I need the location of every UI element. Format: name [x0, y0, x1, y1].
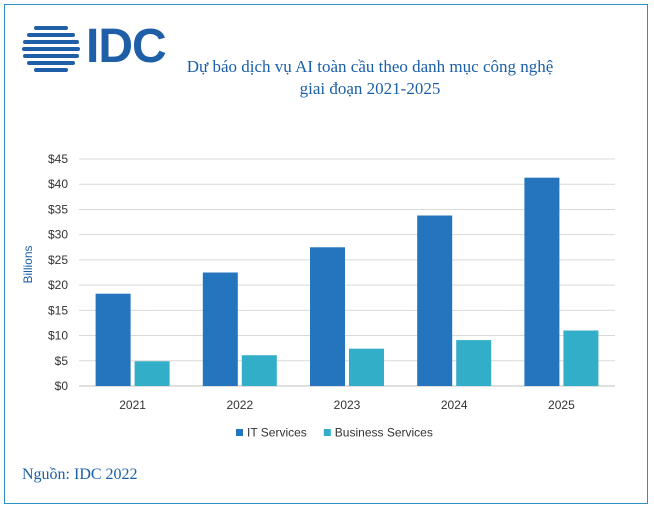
- title-line-1: Dự báo dịch vụ AI toàn cầu theo danh mục…: [186, 57, 554, 76]
- bar-business-services: [134, 361, 170, 386]
- legend-swatch: [236, 429, 243, 436]
- bar-business-services: [349, 348, 384, 386]
- bar-it-services: [417, 215, 453, 386]
- globe-stripes-icon: [22, 26, 80, 72]
- legend-label: IT Services: [247, 426, 307, 440]
- y-tick-label: $0: [55, 379, 69, 393]
- y-tick-label: $45: [48, 152, 68, 166]
- bar-it-services: [95, 293, 131, 386]
- y-tick-label: $35: [48, 202, 68, 216]
- legend-swatch: [323, 429, 331, 436]
- legend-label: Business Services: [335, 426, 433, 440]
- y-tick-label: $20: [48, 278, 68, 292]
- y-tick-label: $25: [48, 253, 68, 267]
- y-tick-label: $10: [48, 329, 68, 343]
- y-tick-label: $40: [48, 177, 68, 191]
- logo-text: IDC: [86, 20, 167, 73]
- y-tick-label: $15: [48, 303, 68, 317]
- bar-it-services: [310, 247, 345, 386]
- y-axis-title: Billions: [21, 245, 35, 283]
- idc-logo: IDC: [20, 22, 167, 72]
- y-tick-label: $5: [55, 354, 69, 368]
- source-note: Nguồn: IDC 2022: [22, 466, 138, 483]
- chart-title: Dự báo dịch vụ AI toàn cầu theo danh mục…: [160, 56, 580, 100]
- bar-business-services: [241, 355, 277, 386]
- bar-business-services: [456, 340, 492, 386]
- title-line-2: giai đoạn 2021-2025: [299, 79, 441, 98]
- bar-it-services: [202, 272, 238, 386]
- x-tick-label: 2021: [119, 398, 146, 412]
- x-tick-label: 2024: [441, 398, 468, 412]
- bar-business-services: [563, 330, 599, 386]
- x-tick-label: 2025: [548, 398, 575, 412]
- x-tick-label: 2023: [334, 398, 361, 412]
- x-tick-label: 2022: [226, 398, 253, 412]
- y-tick-label: $30: [48, 228, 68, 242]
- bar-it-services: [524, 177, 560, 386]
